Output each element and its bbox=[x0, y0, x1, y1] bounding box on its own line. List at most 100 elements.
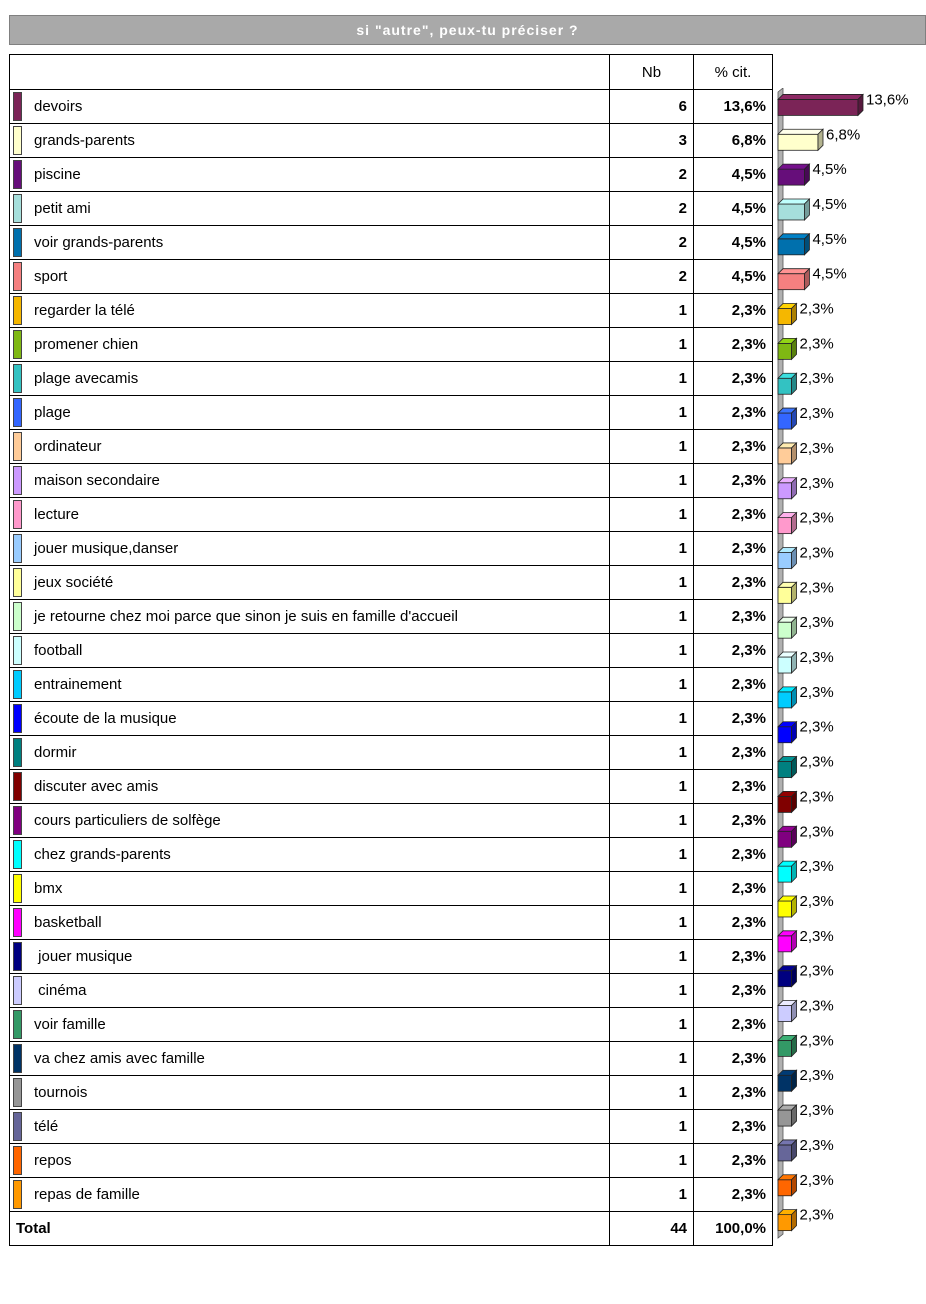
bar-side bbox=[791, 616, 797, 640]
row-label-text: devoirs bbox=[34, 98, 83, 115]
row-label: repas de famille bbox=[9, 1177, 610, 1212]
color-swatch bbox=[13, 670, 22, 699]
row-percent: 2,3% bbox=[693, 531, 773, 566]
row-label: regarder la télé bbox=[9, 293, 610, 328]
row-count: 1 bbox=[609, 871, 694, 906]
table-row: va chez amis avec famille 1 2,3% bbox=[9, 1041, 773, 1076]
row-count: 6 bbox=[609, 89, 694, 124]
row-count: 1 bbox=[609, 361, 694, 396]
row-label: dormir bbox=[9, 735, 610, 770]
row-percent: 2,3% bbox=[693, 939, 773, 974]
row-label-text: va chez amis avec famille bbox=[34, 1050, 205, 1067]
bar bbox=[777, 1074, 792, 1092]
bar bbox=[777, 273, 805, 291]
row-label: tournois bbox=[9, 1075, 610, 1110]
row-count: 1 bbox=[609, 1007, 694, 1042]
row-count: 1 bbox=[609, 531, 694, 566]
data-label: 4,5% bbox=[812, 196, 846, 213]
total-row: Total 44 100,0% bbox=[9, 1211, 773, 1246]
color-swatch bbox=[13, 262, 22, 291]
row-percent: 4,5% bbox=[693, 191, 773, 226]
bar-side bbox=[857, 93, 864, 117]
row-percent: 2,3% bbox=[693, 1143, 773, 1178]
row-count: 1 bbox=[609, 463, 694, 498]
row-label-text: voir grands-parents bbox=[34, 234, 164, 251]
data-label: 2,3% bbox=[800, 370, 834, 387]
row-label: chez grands-parents bbox=[9, 837, 610, 872]
color-swatch bbox=[13, 840, 22, 869]
row-count: 1 bbox=[609, 1041, 694, 1076]
row-label-text: football bbox=[34, 642, 83, 659]
bar-side bbox=[791, 337, 797, 361]
results-table: Nb % cit. devoirs 6 13,6% grands-parents 3 6,… bbox=[9, 54, 773, 1246]
row-label-text: cinéma bbox=[34, 982, 87, 999]
row-label: ordinateur bbox=[9, 429, 610, 464]
bar bbox=[777, 133, 819, 151]
color-swatch bbox=[13, 296, 22, 325]
data-label: 2,3% bbox=[800, 335, 834, 352]
color-swatch bbox=[13, 534, 22, 563]
row-percent: 2,3% bbox=[693, 973, 773, 1008]
row-count: 1 bbox=[609, 293, 694, 328]
row-label-text: grands-parents bbox=[34, 132, 135, 149]
row-label: voir famille bbox=[9, 1007, 610, 1042]
table-row: discuter avec amis 1 2,3% bbox=[9, 769, 773, 804]
row-percent: 2,3% bbox=[693, 293, 773, 328]
bar bbox=[777, 1179, 792, 1197]
bar-top bbox=[777, 128, 824, 135]
data-label: 2,3% bbox=[800, 754, 834, 771]
row-label-text: plage avecamis bbox=[34, 370, 139, 387]
color-swatch bbox=[13, 1112, 22, 1141]
color-swatch bbox=[13, 160, 22, 189]
row-label-text: télé bbox=[34, 1118, 59, 1135]
color-swatch bbox=[13, 738, 22, 767]
row-label-text: entrainement bbox=[34, 676, 122, 693]
data-label: 2,3% bbox=[800, 544, 834, 561]
bar bbox=[777, 865, 792, 883]
row-percent: 2,3% bbox=[693, 905, 773, 940]
bar-side bbox=[791, 755, 797, 779]
bar bbox=[777, 168, 805, 186]
table-row: repas de famille 1 2,3% bbox=[9, 1177, 773, 1212]
bar bbox=[777, 656, 792, 674]
table-row: cinéma 1 2,3% bbox=[9, 973, 773, 1008]
row-label: plage avecamis bbox=[9, 361, 610, 396]
row-percent: 2,3% bbox=[693, 1075, 773, 1110]
header-label bbox=[9, 54, 610, 90]
row-label-text: jouer musique,danser bbox=[34, 540, 179, 557]
row-count: 1 bbox=[609, 633, 694, 668]
bar bbox=[777, 1005, 792, 1022]
row-count: 1 bbox=[609, 1143, 694, 1178]
table-row: voir famille 1 2,3% bbox=[9, 1007, 773, 1042]
row-count: 2 bbox=[609, 157, 694, 192]
row-label-text: cours particuliers de solfège bbox=[34, 812, 221, 829]
row-percent: 2,3% bbox=[693, 361, 773, 396]
row-count: 1 bbox=[609, 701, 694, 736]
row-label-text: tournois bbox=[34, 1084, 88, 1101]
table-row: repos 1 2,3% bbox=[9, 1143, 773, 1178]
row-percent: 13,6% bbox=[693, 89, 773, 124]
bar-side bbox=[791, 790, 797, 814]
color-swatch bbox=[13, 976, 22, 1005]
row-percent: 2,3% bbox=[693, 429, 773, 464]
bar bbox=[777, 935, 792, 953]
bar-side bbox=[791, 720, 797, 744]
row-label-text: maison secondaire bbox=[34, 472, 160, 489]
table-row: voir grands-parents 2 4,5% bbox=[9, 225, 773, 260]
row-percent: 2,3% bbox=[693, 565, 773, 600]
bar-side bbox=[791, 929, 797, 953]
row-count: 1 bbox=[609, 769, 694, 804]
bar bbox=[777, 970, 792, 988]
bar-side bbox=[817, 128, 824, 152]
row-label-text: sport bbox=[34, 268, 68, 285]
bar-side bbox=[791, 302, 797, 326]
row-label: grands-parents bbox=[9, 123, 610, 158]
table-title: si "autre", peux-tu préciser ? bbox=[9, 15, 926, 45]
table-row: football 1 2,3% bbox=[9, 633, 773, 668]
bar-side bbox=[791, 372, 797, 396]
row-label: voir grands-parents bbox=[9, 225, 610, 260]
bar bbox=[777, 761, 792, 778]
row-percent: 2,3% bbox=[693, 633, 773, 668]
total-percent: 100,0% bbox=[693, 1211, 773, 1246]
row-percent: 2,3% bbox=[693, 1109, 773, 1144]
